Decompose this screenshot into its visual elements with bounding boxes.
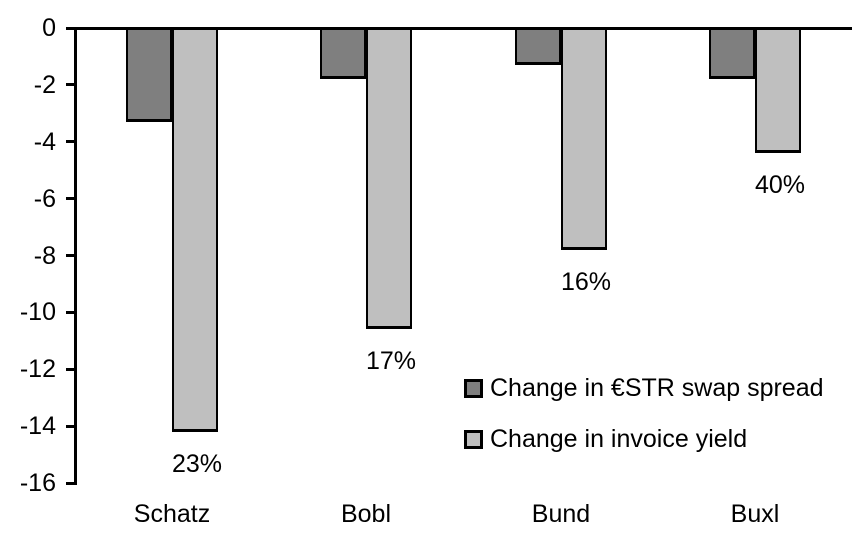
y-axis-tick-label: -6 — [33, 184, 56, 213]
bar-bund-series-0 — [515, 28, 561, 65]
bar-buxl-series-0 — [709, 28, 755, 79]
legend-item-swap-spread: Change in €STR swap spread — [464, 376, 824, 401]
bar-bund-series-1 — [561, 28, 607, 250]
bar-value-label: 40% — [755, 171, 806, 199]
y-axis-tick-mark — [66, 83, 75, 86]
x-axis-category-label: Bund — [531, 500, 591, 528]
bar-bobl-series-1 — [366, 28, 412, 329]
x-axis-category-label: Buxl — [730, 500, 780, 528]
bar-schatz-series-1 — [172, 28, 218, 432]
bar-schatz-series-0 — [126, 28, 172, 122]
y-axis-tick-label: 0 — [42, 14, 56, 42]
y-axis-tick-mark — [66, 425, 75, 428]
invoice-yield-swatch-icon — [464, 430, 483, 449]
legend-label-invoice-yield: Change in invoice yield — [490, 425, 748, 453]
y-axis-tick-label: -4 — [33, 127, 56, 156]
y-axis-tick-mark — [66, 482, 75, 485]
y-axis-tick-mark — [66, 254, 75, 257]
y-axis-tick-label: -2 — [33, 70, 56, 99]
legend: Change in €STR swap spread Change in inv… — [464, 376, 824, 452]
y-axis-line — [74, 27, 77, 485]
y-axis-tick-mark — [66, 140, 75, 143]
bar-value-label: 17% — [366, 347, 417, 375]
legend-item-invoice-yield: Change in invoice yield — [464, 427, 824, 452]
y-axis-tick-mark — [66, 368, 75, 371]
y-axis-tick-label: -14 — [19, 412, 56, 441]
y-axis-tick-label: -10 — [19, 298, 56, 327]
y-axis-tick-mark — [66, 197, 75, 200]
x-axis-category-label: Schatz — [133, 500, 211, 528]
x-axis-category-label: Bobl — [340, 500, 392, 528]
y-axis-tick-mark — [66, 311, 75, 314]
y-axis-tick-label: -12 — [19, 355, 56, 384]
bar-value-label: 16% — [561, 268, 612, 296]
y-axis-tick-label: -8 — [33, 241, 56, 270]
bar-value-label: 23% — [172, 450, 223, 478]
bar-buxl-series-1 — [755, 28, 801, 153]
swap-spread-swatch-icon — [464, 379, 483, 398]
y-axis-tick-label: -16 — [19, 469, 56, 497]
zero-baseline — [66, 27, 852, 30]
bar-bobl-series-0 — [320, 28, 366, 79]
legend-label-swap-spread: Change in €STR swap spread — [490, 374, 824, 402]
